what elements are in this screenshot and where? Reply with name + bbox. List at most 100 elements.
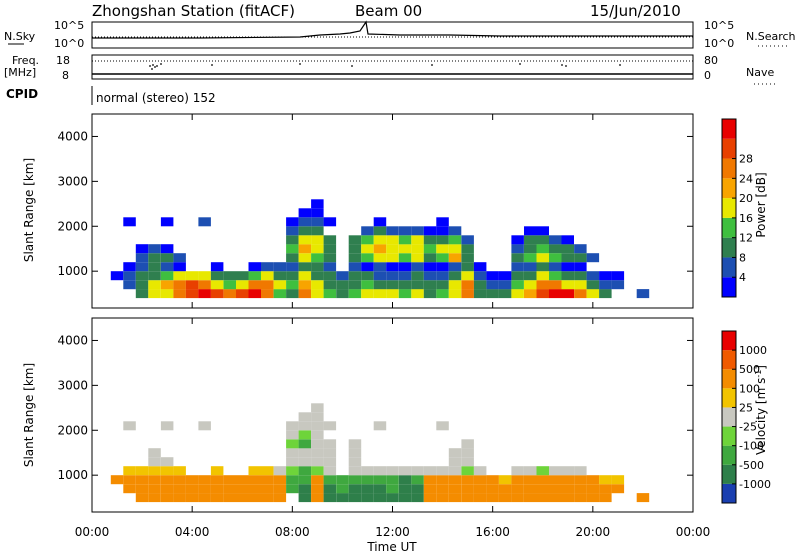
velocity-cell bbox=[461, 475, 474, 485]
power-cell bbox=[461, 244, 474, 254]
power-cell bbox=[524, 253, 537, 263]
velocity-cell bbox=[286, 448, 299, 458]
power-cell bbox=[574, 253, 587, 263]
power-cell bbox=[361, 244, 374, 254]
power-cell bbox=[549, 271, 562, 281]
velocity-colorbar-segment bbox=[722, 445, 736, 465]
power-cell bbox=[311, 199, 324, 209]
power-cell bbox=[173, 271, 186, 281]
velocity-cell bbox=[210, 484, 224, 494]
power-colorbar-tick-label: 20 bbox=[739, 192, 753, 205]
power-cell bbox=[311, 226, 324, 236]
power-cell bbox=[536, 262, 549, 272]
power-cell bbox=[411, 244, 424, 254]
power-colorbar-label: Power [dB] bbox=[754, 172, 768, 237]
power-cell bbox=[185, 280, 199, 290]
power-cell bbox=[436, 289, 449, 299]
power-cell bbox=[436, 217, 449, 227]
nsky-tick-top: 10^5 bbox=[54, 19, 84, 32]
power-cell bbox=[248, 289, 261, 299]
power-colorbar-segment bbox=[722, 178, 736, 199]
power-cell bbox=[561, 271, 574, 281]
power-cell bbox=[498, 280, 512, 290]
velocity-cell bbox=[448, 466, 462, 476]
power-cell bbox=[286, 289, 299, 299]
velocity-cell bbox=[336, 475, 349, 485]
nave-tick-top: 80 bbox=[704, 54, 718, 67]
power-cell bbox=[398, 253, 412, 263]
power-cell bbox=[135, 289, 149, 299]
velocity-colorbar-tick-label: -25 bbox=[739, 421, 757, 434]
power-colorbar-segment bbox=[722, 217, 736, 238]
velocity-cell bbox=[286, 457, 299, 467]
power-cell bbox=[323, 217, 337, 227]
velocity-cell bbox=[574, 475, 587, 485]
power-cell bbox=[536, 244, 549, 254]
power-cell bbox=[135, 244, 149, 254]
power-cell bbox=[110, 271, 124, 281]
power-cell bbox=[561, 280, 574, 290]
power-cell bbox=[210, 289, 224, 299]
velocity-cell bbox=[148, 457, 161, 467]
power-cell bbox=[298, 271, 312, 281]
power-cell bbox=[436, 280, 449, 290]
velocity-cell bbox=[599, 493, 612, 503]
velocity-cell bbox=[386, 484, 399, 494]
velocity-cell bbox=[498, 484, 512, 494]
velocity-cell bbox=[361, 475, 374, 485]
power-cell bbox=[223, 289, 236, 299]
power-cell bbox=[286, 253, 299, 263]
power-cell bbox=[411, 253, 424, 263]
velocity-cell bbox=[398, 484, 412, 494]
time-tick-label: 20:00 bbox=[576, 525, 611, 539]
velocity-colorbar-label: Velocity [m s-1] bbox=[754, 365, 768, 455]
velocity-cell bbox=[348, 493, 362, 503]
power-cell bbox=[498, 271, 512, 281]
power-cell bbox=[511, 289, 524, 299]
velocity-cell bbox=[586, 493, 600, 503]
power-cell bbox=[448, 253, 462, 263]
velocity-cell bbox=[461, 493, 474, 503]
power-cell bbox=[348, 271, 362, 281]
power-cell bbox=[160, 289, 174, 299]
nsky-trace bbox=[92, 20, 693, 39]
power-cell bbox=[423, 271, 437, 281]
velocity-cell bbox=[574, 484, 587, 494]
velocity-cell bbox=[398, 475, 412, 485]
velocity-cell bbox=[423, 493, 437, 503]
velocity-cell bbox=[511, 493, 524, 503]
power-cell bbox=[298, 280, 312, 290]
power-cell bbox=[286, 217, 299, 227]
power-cell bbox=[373, 217, 387, 227]
velocity-cell bbox=[586, 475, 600, 485]
velocity-panel: 1000 2000 3000 4000 Slant Range [km] 1000 50… bbox=[22, 114, 771, 554]
freq-unit-label: [MHz] bbox=[4, 66, 36, 79]
velocity-cell bbox=[448, 475, 462, 485]
power-cell bbox=[361, 226, 374, 236]
velocity-cell bbox=[123, 421, 136, 431]
power-ytick-label: 3000 bbox=[57, 174, 88, 188]
velocity-cell bbox=[286, 421, 299, 431]
velocity-cell bbox=[298, 448, 312, 458]
velocity-cell bbox=[135, 484, 149, 494]
nsky-tick-bottom: 10^0 bbox=[54, 37, 84, 50]
power-cell bbox=[536, 253, 549, 263]
power-cell bbox=[173, 253, 186, 263]
power-cell bbox=[248, 271, 261, 281]
power-cell bbox=[524, 244, 537, 254]
velocity-cell bbox=[148, 466, 161, 476]
velocity-cell bbox=[185, 484, 199, 494]
power-cell bbox=[461, 262, 474, 272]
power-cell bbox=[210, 262, 224, 272]
power-colorbar-frame bbox=[721, 118, 737, 298]
power-cell bbox=[473, 289, 487, 299]
velocity-cell bbox=[311, 457, 324, 467]
velocity-cell bbox=[436, 484, 449, 494]
velocity-cell bbox=[311, 430, 324, 440]
power-cell bbox=[611, 280, 625, 290]
velocity-cell bbox=[236, 484, 249, 494]
velocity-cell bbox=[411, 493, 424, 503]
velocity-cell bbox=[323, 475, 337, 485]
power-cell bbox=[248, 280, 261, 290]
power-cell bbox=[599, 280, 612, 290]
